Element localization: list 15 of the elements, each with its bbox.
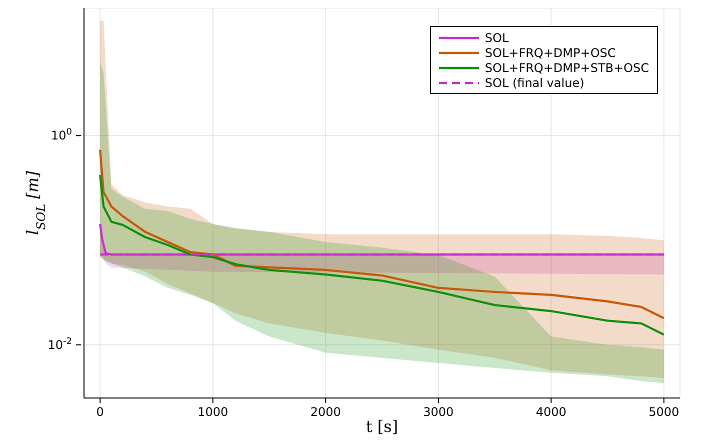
x-tick-label: 5000 (648, 405, 680, 419)
x-tick-label: 2000 (310, 405, 341, 419)
x-axis-title: t [s] (366, 417, 398, 436)
x-tick-label: 4000 (536, 405, 566, 419)
legend-label: SOL (484, 30, 509, 44)
line-series (99, 148, 665, 320)
legend-label: SOL (final value) (484, 76, 584, 90)
x-tick-label: 1000 (198, 405, 228, 419)
x-tick-label: 3000 (423, 405, 454, 419)
y-tick-label: 10$^{-2}$ (48, 336, 72, 352)
legend-label: SOL+FRQ+DMP+STB+OSC (484, 60, 649, 74)
line-series (99, 174, 665, 336)
y-tick-label: 10$^{0}$ (50, 128, 72, 143)
x-tick-label: 0 (96, 405, 104, 419)
legend-label: SOL+FRQ+DMP+OSC (484, 46, 616, 60)
